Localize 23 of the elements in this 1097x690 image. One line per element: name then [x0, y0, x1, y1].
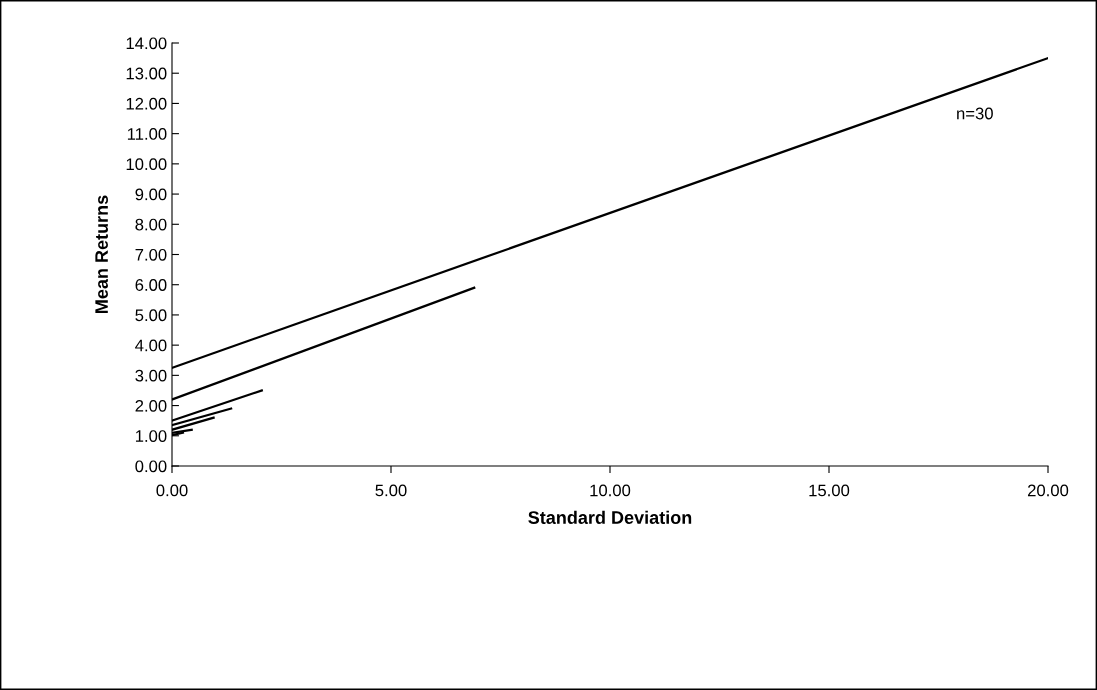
x-tick-label: 5.00: [375, 484, 407, 497]
y-tick-label: 3.00: [135, 369, 167, 382]
y-tick-label: 0.00: [135, 460, 167, 473]
y-tick-label: 9.00: [135, 188, 167, 201]
x-axis-title: Standard Deviation: [528, 510, 692, 524]
y-tick-label: 6.00: [135, 279, 167, 291]
x-tick-label: 15.00: [809, 484, 850, 497]
annotation: n=30: [957, 107, 993, 120]
y-tick-label: 13.00: [126, 67, 167, 80]
y-axis-title: Mean Returns: [95, 195, 108, 313]
y-tick-label: 4.00: [135, 339, 167, 352]
y-tick-label: 12.00: [126, 97, 167, 110]
y-tick-label: 1.00: [135, 430, 167, 442]
x-tick-label: 10.00: [590, 484, 631, 497]
y-tick-label: 11.00: [127, 128, 167, 140]
x-tick-label: 0.00: [156, 484, 188, 497]
x-tick-label: 20.00: [1027, 484, 1069, 497]
y-tick-label: 10.00: [126, 158, 167, 171]
y-tick-label: 7.00: [135, 248, 167, 261]
y-tick-label: 5.00: [135, 309, 167, 322]
y-tick-label: 14.00: [126, 37, 167, 50]
y-tick-label: 2.00: [135, 399, 167, 412]
y-tick-label: 8.00: [135, 218, 167, 231]
